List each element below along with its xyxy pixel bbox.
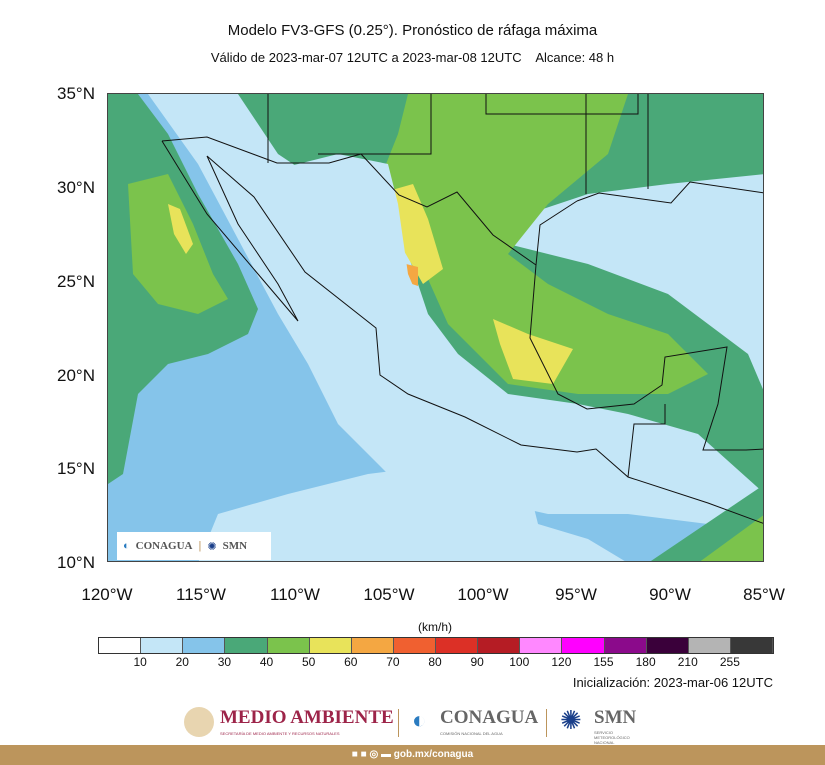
colorbar-swatch xyxy=(267,638,310,653)
colorbar-swatch xyxy=(99,638,142,653)
colorbar-swatch xyxy=(183,638,226,653)
colorbar-units: (km/h) xyxy=(418,620,452,634)
map-logo-box: ◐ CONAGUA | ✺ SMN xyxy=(117,532,271,560)
lat-label: 20°N xyxy=(57,366,95,385)
conagua-logo-icon: ◐ xyxy=(123,540,130,552)
mexico-seal-icon xyxy=(184,707,214,737)
colorbar-swatch xyxy=(730,638,773,653)
us-gulf-coast xyxy=(576,181,763,204)
colorbar-swatch xyxy=(436,638,479,653)
conagua-logo: CONAGUA xyxy=(440,707,539,728)
field-inland-light xyxy=(258,154,648,494)
youtube-icon[interactable]: ▬ xyxy=(380,749,391,760)
colorbar-swatch xyxy=(604,638,647,653)
country-borders xyxy=(161,94,763,524)
lon-label: 85°W xyxy=(743,585,785,604)
field-40-50-east xyxy=(378,94,708,394)
gulf-coast xyxy=(529,200,763,451)
colorbar-swatch xyxy=(562,638,605,653)
colorbar-swatch xyxy=(309,638,352,653)
colorbar-swatch xyxy=(688,638,731,653)
footer-bar: ■ ■ ◎ ▬ gob.mx/conagua xyxy=(0,745,825,765)
smn-logo-icon: ✺ xyxy=(560,705,582,735)
lat-label: 15°N xyxy=(57,459,95,478)
colorbar-label: 60 xyxy=(344,655,358,669)
lat-label: 10°N xyxy=(57,553,95,572)
twitter-icon[interactable]: ■ xyxy=(360,749,367,760)
smn-sub: SERVICIO METEOROLÓGICO NACIONAL xyxy=(594,730,630,745)
lon-label: 95°W xyxy=(555,585,597,604)
facebook-icon[interactable]: ■ xyxy=(351,749,358,760)
colorbar-swatch xyxy=(351,638,394,653)
conagua-logo-icon: ◐ xyxy=(412,707,427,734)
map-title: Modelo FV3-GFS (0.25°). Pronóstico de rá… xyxy=(227,22,598,39)
footer-logos: MEDIO AMBIENTE SECRETARÍA DE MEDIO AMBIE… xyxy=(0,705,825,745)
colorbar-label: 30 xyxy=(217,655,232,669)
map-field xyxy=(108,94,763,561)
colorbar-label: 155 xyxy=(593,655,614,669)
lat-label: 25°N xyxy=(57,272,95,291)
colorbar-label: 120 xyxy=(551,655,572,669)
field-20-30-west xyxy=(108,94,763,561)
medio-ambiente-logo: MEDIO AMBIENTE xyxy=(220,707,394,728)
colorbar-label: 100 xyxy=(509,655,530,669)
field-50-60-yucatan xyxy=(493,319,573,384)
lon-label: 115°W xyxy=(176,585,226,604)
map-logo-conagua: CONAGUA xyxy=(135,540,193,552)
colorbar-swatch xyxy=(393,638,436,653)
colorbar-swatch xyxy=(646,638,689,653)
lon-label: 120°W xyxy=(81,585,133,604)
lon-label: 90°W xyxy=(649,585,691,604)
colorbar-label: 40 xyxy=(259,655,274,669)
initialization-text: Inicialización: 2023-mar-06 12UTC xyxy=(572,675,773,690)
lon-label: 105°W xyxy=(363,585,415,604)
map-subtitle: Válido de 2023-mar-07 12UTC a 2023-mar-0… xyxy=(210,50,615,65)
field-10-20-south xyxy=(198,464,625,561)
medio-ambiente-sub: SECRETARÍA DE MEDIO AMBIENTE Y RECURSOS … xyxy=(220,731,340,736)
colorbar-label: 210 xyxy=(677,655,698,669)
colorbar-label: 70 xyxy=(386,655,400,669)
colorbar-label: 20 xyxy=(175,655,189,669)
lon-label: 110°W xyxy=(270,585,320,604)
map-logo-smn: SMN xyxy=(222,540,248,552)
colorbar-swatch xyxy=(225,638,268,653)
lat-label: 30°N xyxy=(57,178,95,197)
gust-map: ◐ CONAGUA | ✺ SMN xyxy=(107,93,764,562)
us-mexico-border xyxy=(161,136,537,266)
smn-logo: SMN xyxy=(594,707,637,728)
guatemala-border xyxy=(627,404,666,478)
colorbar-label: 10 xyxy=(133,655,147,669)
colorbar-label: 255 xyxy=(719,655,740,669)
colorbar-label: 50 xyxy=(301,655,316,669)
colorbar-swatch xyxy=(478,638,521,653)
conagua-sub: COMISIÓN NACIONAL DEL AGUA xyxy=(440,731,503,736)
smn-logo-icon: ✺ xyxy=(207,540,217,553)
mexico-pacific-coast xyxy=(161,140,763,524)
colorbar-label: 90 xyxy=(470,655,484,669)
colorbar-label: 180 xyxy=(635,655,656,669)
colorbar-label: 80 xyxy=(428,655,442,669)
field-50-60-west xyxy=(168,204,193,254)
field-40-50-west xyxy=(128,174,228,314)
colorbar-swatch xyxy=(520,638,563,653)
lon-label: 100°W xyxy=(457,585,509,604)
colorbar-swatch xyxy=(141,638,184,653)
colorbar xyxy=(98,637,774,654)
instagram-icon[interactable]: ◎ xyxy=(369,749,379,760)
footer-link[interactable]: gob.mx/conagua xyxy=(393,749,474,760)
lat-label: 35°N xyxy=(57,84,95,103)
